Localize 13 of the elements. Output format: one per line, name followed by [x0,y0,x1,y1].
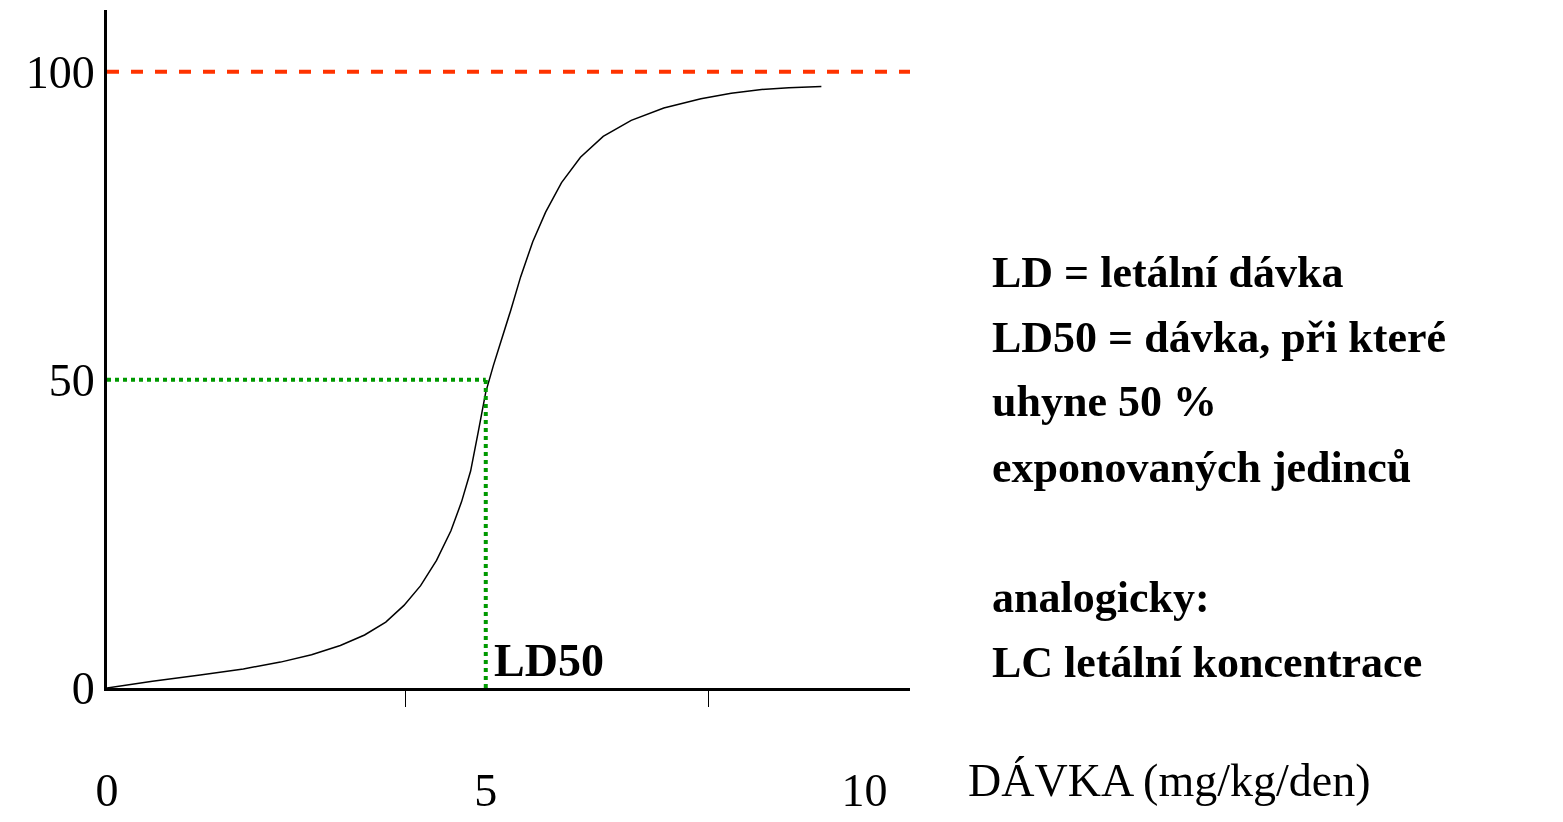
text: uhyne 50 % [992,377,1217,426]
text: LD = letální dávka [992,248,1344,297]
text: exponovaných jedinců [992,443,1412,492]
ref-line-label: LD50 [494,635,604,686]
y-tick-label: 0 [71,663,95,715]
text: LD50 = dávka, při které [992,313,1447,362]
text: LC letální koncentrace [992,638,1423,687]
y-tick-label: 50 [48,354,95,406]
x-axis-title: DÁVKA (mg/kg/den) [968,755,1371,806]
text: analogicky: [992,573,1210,622]
x-tick-label: 5 [474,765,498,817]
x-tick-label: 10 [841,765,888,817]
y-tick-label: 100 [25,46,95,98]
